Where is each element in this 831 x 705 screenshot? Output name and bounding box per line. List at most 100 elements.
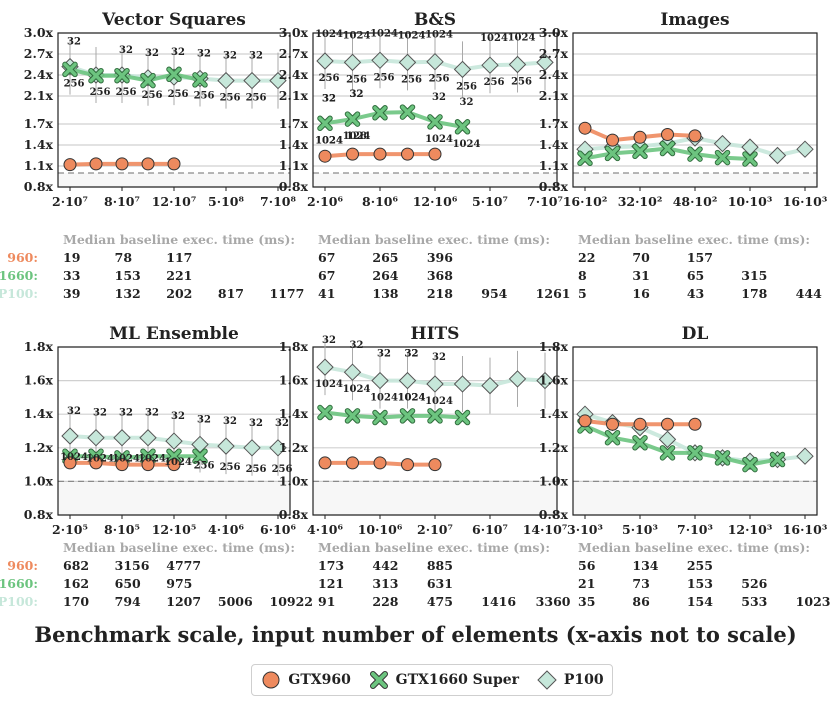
point-gtx960 (63, 158, 77, 172)
point-gtx1660 (605, 430, 620, 445)
point-gtx1660 (167, 67, 181, 82)
x-tick-label: 6·10⁶ (260, 522, 296, 537)
block-size-label: 1024 (315, 135, 343, 146)
median-value: 265 (372, 250, 398, 265)
legend: GTX960 GTX1660 Super P100 (251, 664, 613, 696)
y-tick-label: 1.7x (539, 116, 569, 131)
point-gtx960 (346, 456, 359, 470)
x-tick-label: 48·10² (673, 194, 718, 209)
point-gtx960 (318, 456, 332, 470)
median-value: 134 (632, 558, 658, 573)
chart-title: HITS (411, 324, 460, 344)
block-size-label: 1024 (315, 135, 343, 146)
block-size-label: 256 (511, 77, 532, 88)
median-value: 21 (578, 576, 595, 591)
block-size-label: 32 (432, 92, 446, 103)
point-gtx960 (578, 121, 592, 135)
y-tick-label: 1.0x (539, 473, 569, 488)
block-size-label: 1024 (112, 454, 140, 465)
point-gtx960 (606, 133, 619, 147)
point-gtx1660 (605, 146, 620, 161)
y-tick-label: 1.6x (24, 373, 54, 388)
x-tick-label: 4·10⁶ (307, 522, 343, 537)
median-value: 86 (632, 594, 650, 609)
median-value: 41 (318, 286, 335, 301)
y-tick-label: 1.1x (24, 158, 54, 173)
median-value: 315 (741, 268, 767, 283)
block-size-label: 32 (432, 352, 446, 363)
block-size-label: 256 (429, 74, 450, 85)
block-size-label: 256 (194, 91, 215, 102)
block-size-label: 1024 (398, 393, 426, 404)
point-p100 (243, 439, 261, 457)
y-tick-label: 1.2x (24, 440, 54, 455)
x-tick-label: 8·10⁶ (362, 194, 398, 209)
point-gtx1660 (373, 106, 387, 120)
median-value: 132 (115, 286, 141, 301)
series-line-gtx1660-super (70, 454, 200, 460)
block-size-label: 32 (119, 45, 133, 56)
y-tick-label: 0.8x (279, 507, 309, 522)
median-value: 817 (218, 286, 244, 301)
block-size-label: 256 (116, 87, 137, 98)
block-size-label: 32 (249, 51, 263, 62)
median-value: 682 (63, 558, 89, 573)
point-gtx1660 (688, 147, 702, 161)
y-tick-label: 1.8x (279, 339, 309, 354)
median-value: 173 (318, 558, 344, 573)
median-value: 8 (578, 268, 587, 283)
x-marker-icon (369, 671, 388, 689)
block-size-label: 1024 (343, 131, 371, 142)
below-baseline-band (58, 481, 290, 515)
median-value: 5 (578, 286, 587, 301)
point-gtx960 (373, 456, 387, 470)
x-tick-label: 2·10⁷ (52, 194, 88, 209)
y-tick-label: 3.0x (24, 25, 54, 40)
y-tick-label: 1.0x (24, 473, 54, 488)
x-tick-label: 12·10⁶ (413, 194, 458, 209)
median-value: 170 (63, 594, 89, 609)
block-size-label: 32 (67, 37, 81, 48)
block-size-label: 256 (246, 464, 267, 475)
point-gtx960 (89, 456, 103, 470)
block-size-label: 32 (223, 416, 237, 427)
point-p100 (796, 140, 814, 158)
point-p100 (508, 370, 527, 388)
block-size-label: 32 (171, 411, 185, 422)
point-p100 (269, 71, 287, 90)
point-gtx1660 (455, 410, 470, 425)
x-tick-label: 7·10⁷ (527, 194, 563, 209)
block-size-label: 32 (405, 349, 419, 360)
point-p100 (741, 138, 759, 156)
x-tick-label: 3·10³ (567, 522, 603, 537)
point-p100 (217, 437, 235, 455)
median-value: 5006 (218, 594, 253, 609)
block-size-label: 256 (401, 74, 422, 85)
point-p100 (87, 429, 105, 447)
point-p100 (453, 60, 472, 79)
point-p100 (217, 71, 235, 90)
median-value: 65 (687, 268, 704, 283)
block-size-label: 32 (249, 418, 263, 429)
x-tick-label: 16·10³ (783, 194, 828, 209)
point-p100 (316, 52, 334, 70)
block-size-label: 256 (456, 81, 477, 92)
block-size-label: 32 (275, 418, 289, 429)
median-value: 43 (687, 286, 704, 301)
y-tick-label: 1.6x (279, 373, 309, 388)
median-value: 475 (427, 594, 453, 609)
point-gtx960 (141, 458, 155, 472)
median-value: 70 (632, 250, 650, 265)
block-size-label: 1024 (508, 33, 536, 44)
subplot-0: 0.8x 1.1x 1.4x 1.7x 2.1x 2.4x 2.7x 3.0x Vector S… (0, 10, 304, 301)
point-gtx960 (688, 417, 702, 431)
point-gtx1660 (660, 446, 675, 460)
subplot-2: 0.8x 1.1x 1.4x 1.7x 2.1x 2.4x 2.7x 3.0x Images 16… (539, 10, 828, 301)
y-tick-label: 1.1x (539, 158, 569, 173)
y-tick-label: 3.0x (539, 25, 569, 40)
y-tick-label: 1.0x (279, 473, 309, 488)
block-size-label: 32 (145, 408, 159, 419)
median-value: 444 (796, 286, 822, 301)
median-header: Median baseline exec. time (ms): (318, 540, 550, 555)
median-value: 67 (318, 268, 335, 283)
